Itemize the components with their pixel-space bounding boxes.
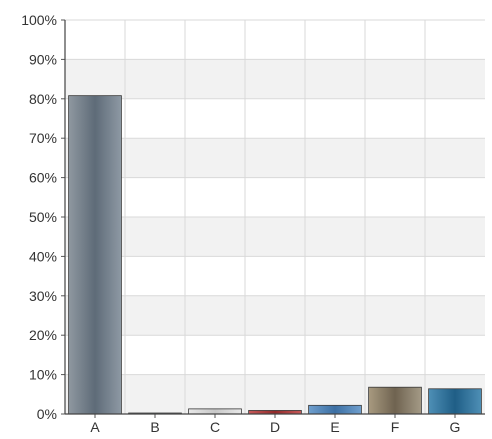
background-bands — [65, 20, 485, 414]
x-tick-labels: A B C D E F G — [90, 419, 461, 435]
background-band — [65, 138, 485, 178]
y-tick-label: 10% — [29, 367, 57, 383]
background-band — [65, 98, 485, 139]
y-tick-label: 0% — [37, 406, 57, 422]
bar-F — [368, 386, 422, 415]
y-tick-label: 30% — [29, 288, 57, 304]
x-tick-label: G — [450, 419, 461, 434]
axes — [61, 19, 485, 418]
x-tick-label: E — [330, 419, 339, 434]
x-tick-label: A — [90, 419, 100, 434]
y-tick-label: 50% — [29, 209, 57, 225]
background-band — [65, 335, 485, 375]
y-tick-label: 90% — [29, 51, 57, 67]
y-tick-label: 40% — [29, 248, 57, 264]
bars — [68, 95, 482, 415]
y-tick-label: 100% — [21, 12, 57, 28]
bar-G — [428, 388, 482, 415]
background-band — [65, 295, 485, 336]
background-band — [65, 256, 485, 296]
x-tick-label: B — [150, 419, 159, 434]
y-tick-labels: 0% 10% 20% 30% 40% 50% 60% 70% 80% 90% 100% — [21, 12, 57, 422]
background-band — [65, 217, 485, 257]
bar-E — [308, 404, 362, 415]
y-tick-label: 70% — [29, 130, 57, 146]
background-band — [65, 20, 485, 60]
x-tick-label: C — [210, 419, 220, 434]
bar-A — [68, 95, 122, 415]
background-band — [65, 59, 485, 99]
y-tick-label: 60% — [29, 170, 57, 186]
x-tick-label: D — [270, 419, 280, 434]
y-tick-label: 20% — [29, 327, 57, 343]
bar-C — [188, 408, 242, 415]
x-tick-label: F — [391, 419, 400, 434]
background-band — [65, 177, 485, 217]
y-tick-label: 80% — [29, 91, 57, 107]
background-band — [65, 374, 485, 414]
